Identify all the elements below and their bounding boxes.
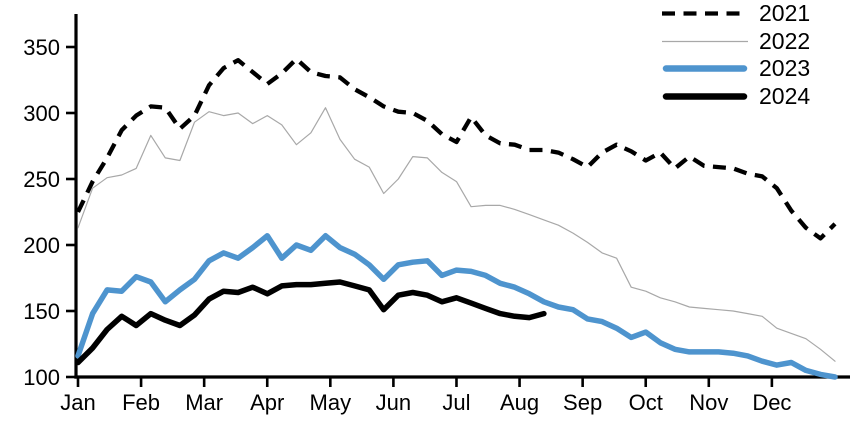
legend-label-2022: 2022 — [759, 27, 811, 54]
legend-row-2023: 2023 — [658, 55, 810, 83]
y-tick-label: 250 — [23, 167, 60, 192]
legend-label-2024: 2024 — [759, 82, 811, 109]
y-tick-label: 300 — [23, 101, 60, 126]
x-tick-label: Oct — [629, 390, 663, 415]
series-line-2023 — [75, 233, 838, 380]
legend-label-2023: 2023 — [759, 55, 811, 82]
x-tick-label: Jan — [60, 390, 95, 415]
x-tick-label: Feb — [122, 390, 160, 415]
series-line-2021 — [76, 56, 837, 241]
legend-row-2022: 2022 — [658, 28, 810, 56]
x-tick-label: Aug — [500, 390, 539, 415]
y-tick-label: 150 — [23, 299, 60, 324]
x-tick-label: Mar — [185, 390, 223, 415]
legend-label-2021: 2021 — [759, 0, 811, 27]
legend-line-sample-2024 — [662, 93, 748, 100]
chart-legend: 2021 2022 2023 2024 — [658, 0, 810, 110]
x-tick-label: Dec — [752, 390, 791, 415]
y-tick-label: 200 — [23, 233, 60, 258]
legend-line-sample-2023 — [662, 65, 748, 72]
legend-line-sample-2022 — [662, 40, 748, 42]
legend-line-sample-2021 — [662, 11, 748, 16]
y-tick-label: 350 — [23, 35, 60, 60]
legend-row-2021: 2021 — [658, 0, 810, 28]
series-line-2022 — [77, 107, 836, 362]
y-tick-label: 100 — [23, 365, 60, 390]
x-tick-label: Jul — [442, 390, 470, 415]
x-tick-label: Jun — [376, 390, 411, 415]
x-tick-label: May — [310, 390, 352, 415]
x-tick-label: Sep — [563, 390, 602, 415]
x-tick-label: Nov — [689, 390, 728, 415]
series-line-2024 — [75, 279, 547, 366]
legend-row-2024: 2024 — [658, 83, 810, 111]
x-tick-label: Apr — [250, 390, 284, 415]
